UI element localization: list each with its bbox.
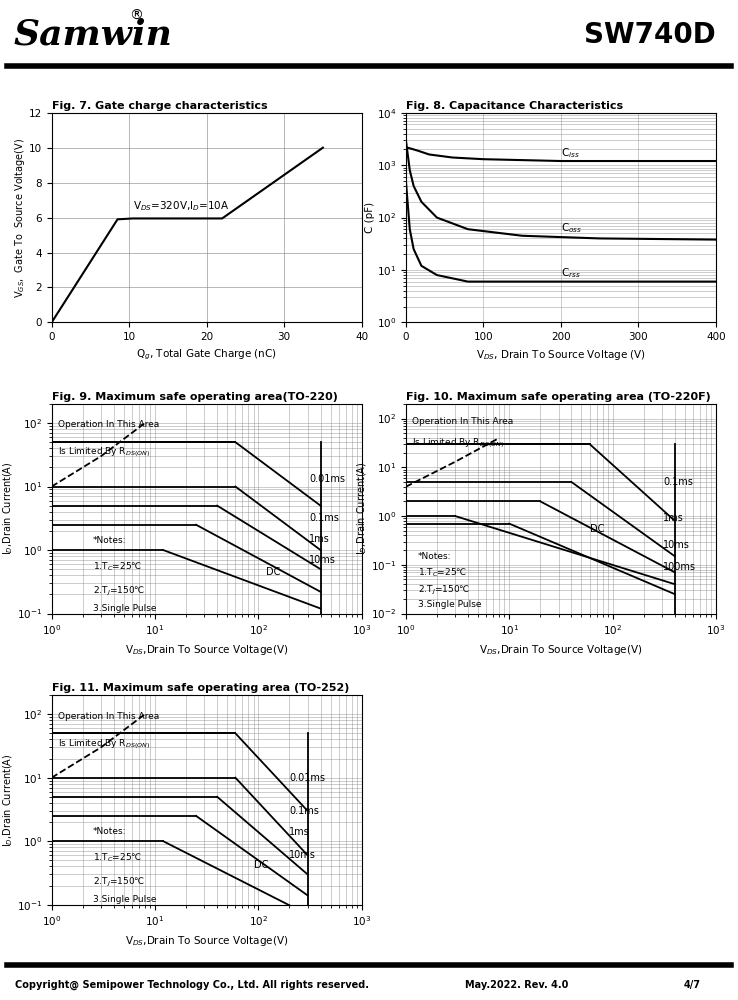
X-axis label: V$_{DS}$,Drain To Source Voltage(V): V$_{DS}$,Drain To Source Voltage(V) <box>125 934 289 948</box>
Text: 4/7: 4/7 <box>684 980 701 990</box>
Y-axis label: I$_{D}$,Drain Current(A): I$_{D}$,Drain Current(A) <box>1 753 15 847</box>
Text: 0.1ms: 0.1ms <box>289 806 320 816</box>
Text: 3.Single Pulse: 3.Single Pulse <box>93 604 156 613</box>
Text: Fig. 11. Maximum safe operating area (TO-252): Fig. 11. Maximum safe operating area (TO… <box>52 683 349 693</box>
Text: Fig. 8. Capacitance Characteristics: Fig. 8. Capacitance Characteristics <box>406 101 623 111</box>
Text: Is Limited By R$_{DS(ON)}$: Is Limited By R$_{DS(ON)}$ <box>412 436 505 450</box>
Text: 100ms: 100ms <box>663 562 697 572</box>
X-axis label: Q$_{g}$, Total Gate Charge (nC): Q$_{g}$, Total Gate Charge (nC) <box>137 348 277 362</box>
Text: *Notes:: *Notes: <box>418 552 451 561</box>
Text: Copyright@ Semipower Technology Co., Ltd. All rights reserved.: Copyright@ Semipower Technology Co., Ltd… <box>15 980 369 990</box>
X-axis label: V$_{DS}$, Drain To Source Voltage (V): V$_{DS}$, Drain To Source Voltage (V) <box>476 348 646 362</box>
Text: May.2022. Rev. 4.0: May.2022. Rev. 4.0 <box>465 980 568 990</box>
Text: 1.T$_{C}$=25℃: 1.T$_{C}$=25℃ <box>93 560 142 573</box>
Text: 1.T$_{C}$=25℃: 1.T$_{C}$=25℃ <box>418 566 467 579</box>
Text: 1.T$_{C}$=25℃: 1.T$_{C}$=25℃ <box>93 851 142 864</box>
Text: 10ms: 10ms <box>289 850 317 860</box>
Text: 1ms: 1ms <box>289 827 310 837</box>
Text: C$_{oss}$: C$_{oss}$ <box>561 221 582 235</box>
Text: 2.T$_{J}$=150℃: 2.T$_{J}$=150℃ <box>418 584 470 597</box>
Text: 0.01ms: 0.01ms <box>309 474 345 484</box>
Text: Operation In This Area: Operation In This Area <box>58 712 159 721</box>
Text: 10ms: 10ms <box>309 555 336 565</box>
Text: DC: DC <box>590 524 604 534</box>
Text: 0.1ms: 0.1ms <box>309 513 339 523</box>
Text: 1ms: 1ms <box>663 513 684 523</box>
Text: 3.Single Pulse: 3.Single Pulse <box>418 600 481 609</box>
Y-axis label: I$_{D}$,Drain Current(A): I$_{D}$,Drain Current(A) <box>1 462 15 555</box>
Text: 3.Single Pulse: 3.Single Pulse <box>93 895 156 904</box>
Text: *Notes:: *Notes: <box>93 827 126 836</box>
Text: 2.T$_{J}$=150℃: 2.T$_{J}$=150℃ <box>93 876 145 889</box>
Y-axis label: C (pF): C (pF) <box>365 202 376 233</box>
Text: SW740D: SW740D <box>584 21 716 49</box>
Text: 1ms: 1ms <box>309 534 330 544</box>
Text: 0.1ms: 0.1ms <box>663 477 693 487</box>
Text: C$_{iss}$: C$_{iss}$ <box>561 146 579 160</box>
Text: C$_{rss}$: C$_{rss}$ <box>561 267 581 280</box>
Text: *Notes:: *Notes: <box>93 536 126 545</box>
Text: 10ms: 10ms <box>663 540 690 550</box>
Text: Fig. 9. Maximum safe operating area(TO-220): Fig. 9. Maximum safe operating area(TO-2… <box>52 392 337 402</box>
Text: Fig. 10. Maximum safe operating area (TO-220F): Fig. 10. Maximum safe operating area (TO… <box>406 392 711 402</box>
Text: Is Limited By R$_{DS(ON)}$: Is Limited By R$_{DS(ON)}$ <box>58 446 151 459</box>
Text: DC: DC <box>266 567 281 577</box>
Text: ®: ® <box>129 9 143 23</box>
Text: DC: DC <box>254 860 268 870</box>
Text: Samwin: Samwin <box>13 18 172 52</box>
X-axis label: V$_{DS}$,Drain To Source Voltage(V): V$_{DS}$,Drain To Source Voltage(V) <box>125 643 289 657</box>
Y-axis label: I$_{D}$,Drain Current(A): I$_{D}$,Drain Current(A) <box>356 462 370 555</box>
Text: 2.T$_{J}$=150℃: 2.T$_{J}$=150℃ <box>93 585 145 598</box>
Text: Operation In This Area: Operation In This Area <box>58 420 159 429</box>
Text: V$_{DS}$=320V,I$_{D}$=10A: V$_{DS}$=320V,I$_{D}$=10A <box>133 199 230 213</box>
Text: Is Limited By R$_{DS(ON)}$: Is Limited By R$_{DS(ON)}$ <box>58 737 151 751</box>
Text: 0.01ms: 0.01ms <box>289 773 325 783</box>
Y-axis label: V$_{GS}$,  Gate To  Source Voltage(V): V$_{GS}$, Gate To Source Voltage(V) <box>13 138 27 298</box>
Text: Fig. 7. Gate charge characteristics: Fig. 7. Gate charge characteristics <box>52 101 267 111</box>
X-axis label: V$_{DS}$,Drain To Source Voltage(V): V$_{DS}$,Drain To Source Voltage(V) <box>479 643 643 657</box>
Text: Operation In This Area: Operation In This Area <box>412 417 514 426</box>
